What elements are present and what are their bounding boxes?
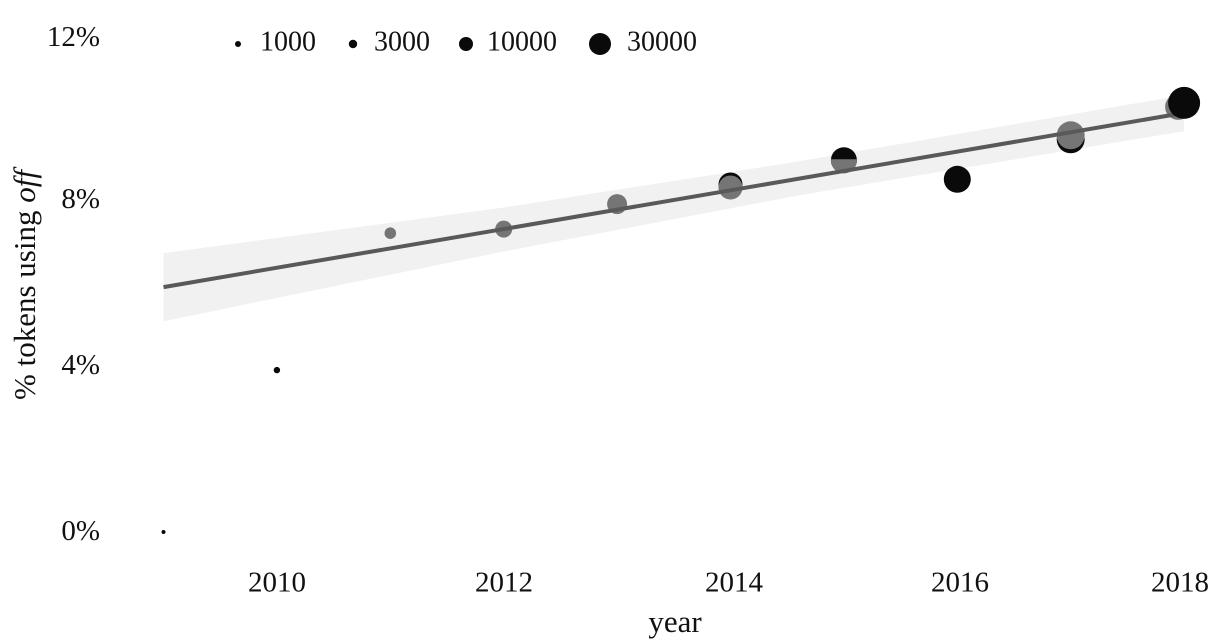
legend-label-30000: 30000 <box>627 26 697 58</box>
legend-label-10000: 10000 <box>487 26 557 58</box>
y-tick-label-0: 0% <box>61 514 100 547</box>
points-front-layer <box>161 86 1201 534</box>
data-point-2014 <box>718 175 743 200</box>
legend-label-1000: 1000 <box>260 26 316 58</box>
data-point-2017 <box>1056 121 1085 150</box>
y-tick-label-8: 8% <box>61 182 100 215</box>
legend-size-dot-1000 <box>235 41 241 47</box>
y-axis-title-prefix: % tokens using <box>7 202 42 400</box>
data-point-2011 <box>384 227 397 239</box>
y-tick-label-4: 4% <box>61 348 100 381</box>
data-point-2018 <box>1168 86 1201 119</box>
x-tick-label-2014: 2014 <box>705 566 763 599</box>
x-tick-label-2012: 2012 <box>475 566 533 599</box>
x-tick-label-2010: 2010 <box>248 566 306 599</box>
trend-line <box>163 110 1185 290</box>
data-point-2010 <box>273 366 281 374</box>
legend-label-3000: 3000 <box>374 26 430 58</box>
legend-size-dot-10000 <box>459 37 473 51</box>
y-tick-label-12: 12% <box>46 20 100 53</box>
data-point-2009 <box>161 530 166 534</box>
data-point-2016 <box>943 165 971 193</box>
legend-size-dot-30000 <box>589 33 611 55</box>
legend-size-dot-3000 <box>348 39 358 49</box>
y-axis-title: % tokens using off <box>7 170 43 400</box>
y-axis-title-italic-word: off <box>7 170 42 203</box>
confidence-band <box>163 95 1185 322</box>
x-tick-label-2018: 2018 <box>1151 566 1209 599</box>
x-axis-title: year <box>648 604 702 639</box>
x-tick-label-2016: 2016 <box>931 566 989 599</box>
